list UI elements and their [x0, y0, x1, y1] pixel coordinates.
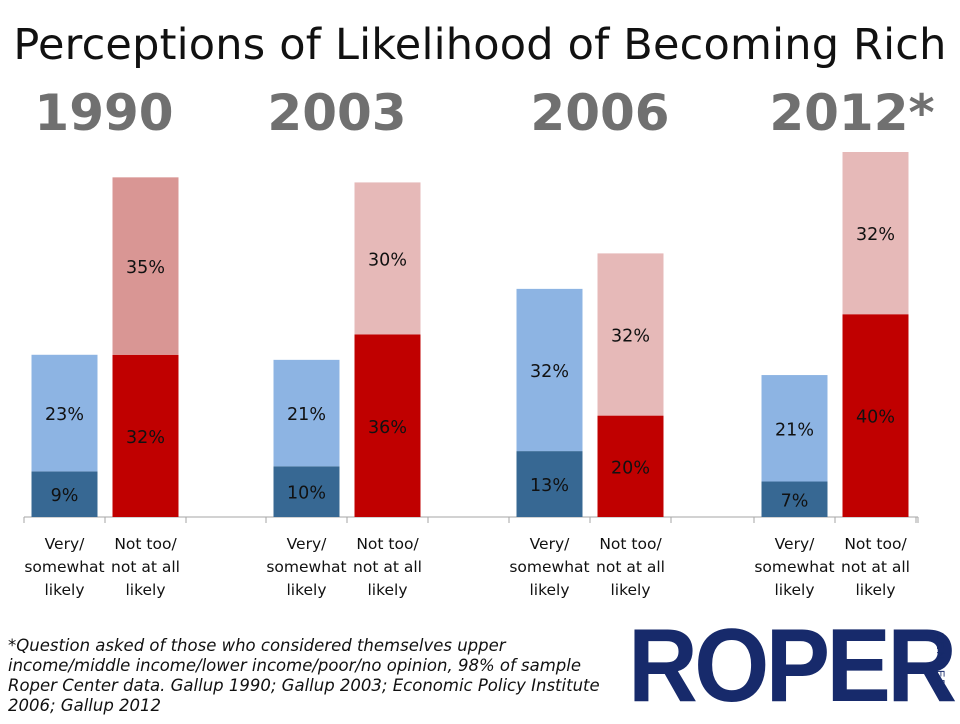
category-label: likely: [610, 581, 650, 599]
bar-segment: [842, 152, 909, 315]
data-label: 32%: [530, 362, 569, 382]
bar-segment: [597, 253, 664, 416]
category-label: likely: [774, 581, 814, 599]
category-label: not at all: [353, 558, 422, 576]
bar-segment: [597, 415, 664, 517]
data-label: 36%: [368, 418, 407, 438]
bar-segment: [112, 177, 179, 355]
year-label: 1990: [34, 84, 173, 142]
footnote-line: income/middle income/lower income/poor/n…: [8, 656, 582, 675]
footnote-line: Roper Center data. Gallup 1990; Gallup 2…: [8, 676, 600, 695]
category-label: somewhat: [509, 558, 589, 576]
data-label: 23%: [45, 405, 84, 425]
stacked-bar-chart: 1990 9% 23% Very/somewhat likely 32% 35% Not to…: [23, 84, 935, 599]
bar-segment: [273, 466, 340, 517]
year-label: 2012*: [769, 84, 934, 142]
category-label: Not too/: [599, 535, 662, 553]
category-label: likely: [529, 581, 569, 599]
year-label: 2006: [530, 84, 669, 142]
data-label: 32%: [856, 225, 895, 245]
footnote-line: 2006; Gallup 2012: [8, 696, 162, 715]
bar-segment: [112, 354, 179, 517]
year-label: 2003: [267, 84, 406, 142]
footnote-line: *Question asked of those who considered …: [8, 636, 506, 655]
data-label: 7%: [781, 491, 809, 511]
footnote: *Question asked of those who considered …: [8, 636, 608, 716]
data-label: 20%: [611, 458, 650, 478]
category-label: Very/: [775, 535, 815, 553]
category-label: likely: [125, 581, 165, 599]
bar-segment: [516, 288, 583, 452]
bar-segment: [273, 359, 340, 467]
bar-segment: [354, 334, 421, 517]
bar-segment: [842, 314, 909, 517]
category-label: somewhat: [266, 558, 346, 576]
category-label: Not too/: [356, 535, 419, 553]
logo-wordmark: ROPER: [628, 608, 957, 724]
data-label: 10%: [287, 484, 326, 504]
data-label: 32%: [611, 327, 650, 347]
data-label: 21%: [287, 405, 326, 425]
category-label: Not too/: [114, 535, 177, 553]
data-label: 13%: [530, 476, 569, 496]
data-label: 30%: [368, 250, 407, 270]
data-label: 21%: [775, 420, 814, 440]
data-label: 35%: [126, 258, 165, 278]
category-label: likely: [367, 581, 407, 599]
category-label: somewhat: [24, 558, 104, 576]
category-label: Very/: [530, 535, 570, 553]
category-label: Very/: [45, 535, 85, 553]
category-label: not at all: [596, 558, 665, 576]
logo-subtitle: CENTER: [934, 632, 946, 690]
category-label: not at all: [111, 558, 180, 576]
data-label: 9%: [51, 486, 79, 506]
category-label: not at all: [841, 558, 910, 576]
bar-segment: [31, 471, 98, 517]
bar-segment: [31, 354, 98, 472]
data-label: 32%: [126, 428, 165, 448]
bar-segment: [761, 375, 828, 482]
data-label: 40%: [856, 408, 895, 428]
roper-center-logo: ROPER CENTER: [628, 614, 958, 720]
category-label: likely: [286, 581, 326, 599]
bar-segment: [516, 451, 583, 517]
category-label: Very/: [287, 535, 327, 553]
category-label: somewhat: [754, 558, 834, 576]
chart-title: Perceptions of Likelihood of Becoming Ri…: [13, 20, 947, 70]
category-label: Not too/: [844, 535, 907, 553]
category-label: likely: [44, 581, 84, 599]
category-label: likely: [855, 581, 895, 599]
bar-segment: [354, 182, 421, 335]
bar-segment: [761, 481, 828, 517]
